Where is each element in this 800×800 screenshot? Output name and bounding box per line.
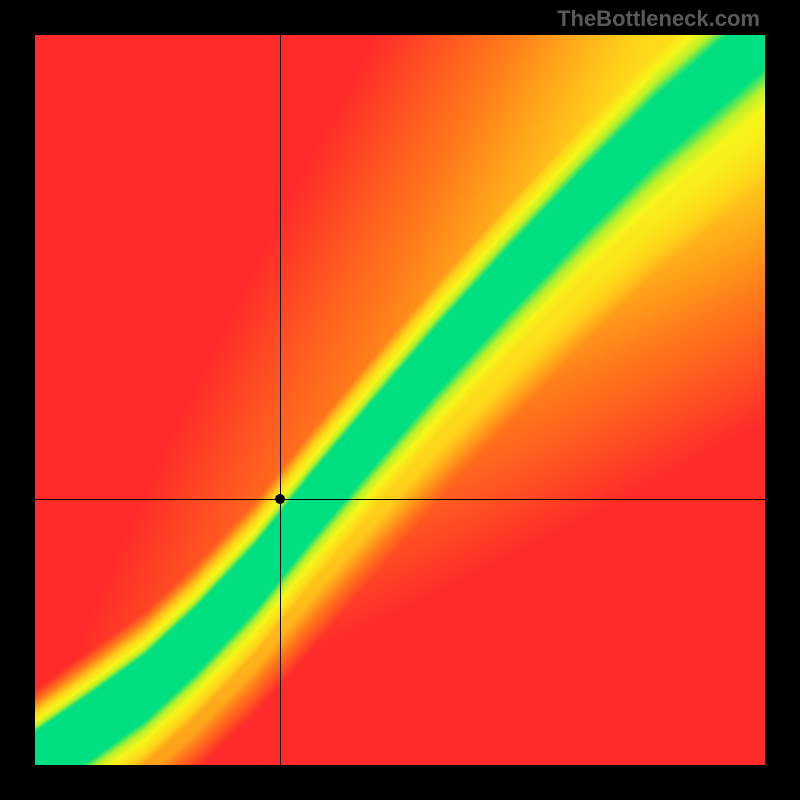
crosshair-marker [275, 494, 285, 504]
heatmap-plot [35, 35, 765, 765]
crosshair-vertical [280, 35, 281, 765]
crosshair-horizontal [35, 499, 765, 500]
watermark-text: TheBottleneck.com [557, 6, 760, 32]
heatmap-canvas [35, 35, 765, 765]
